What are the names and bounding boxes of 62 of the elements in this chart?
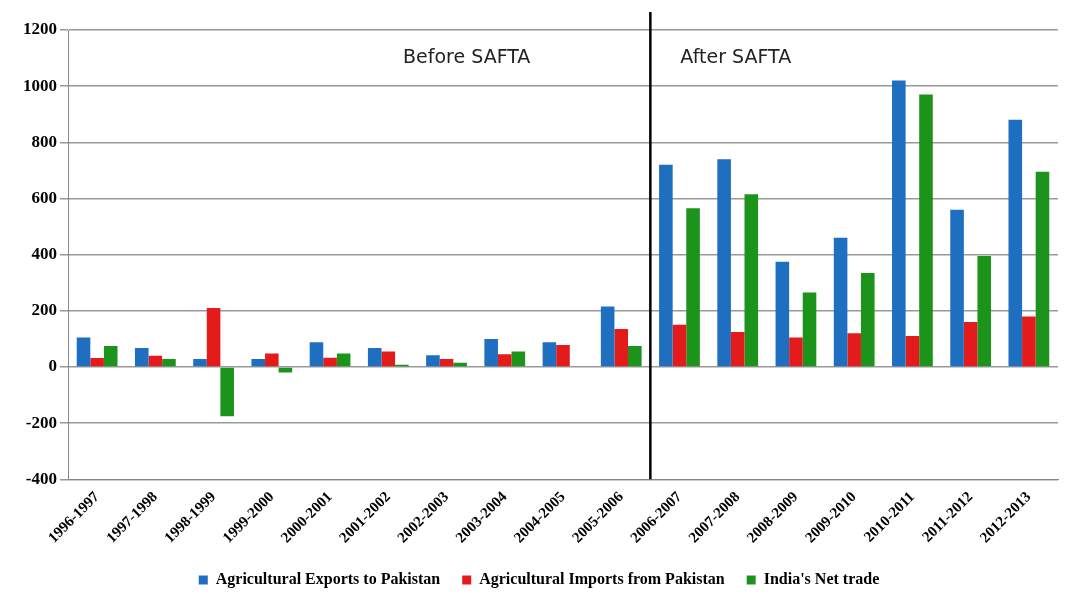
bar xyxy=(1008,119,1023,367)
bar xyxy=(860,272,875,367)
bar xyxy=(367,347,382,367)
bar xyxy=(789,337,803,367)
bar xyxy=(103,345,118,367)
y-tick-label: 1000 xyxy=(23,75,57,95)
legend-label: India's Net trade xyxy=(763,570,880,588)
bar xyxy=(802,292,817,367)
bar xyxy=(717,159,731,367)
y-tick-label: 600 xyxy=(31,187,57,207)
bar xyxy=(251,359,266,367)
bar xyxy=(336,353,351,367)
bar xyxy=(1022,316,1036,367)
y-tick-label: 1200 xyxy=(23,19,57,39)
bar xyxy=(614,329,629,367)
bar xyxy=(600,306,615,367)
bar xyxy=(847,333,861,367)
bar xyxy=(193,359,207,367)
bar xyxy=(628,345,642,367)
bar xyxy=(672,324,687,367)
bar xyxy=(206,308,221,367)
bar xyxy=(686,208,700,367)
y-tick-label: 200 xyxy=(31,300,57,320)
bar xyxy=(497,354,512,367)
bar xyxy=(309,342,324,367)
bar xyxy=(744,194,759,367)
y-tick-label: -200 xyxy=(25,412,57,432)
bar xyxy=(919,94,933,367)
bar xyxy=(323,357,337,367)
annotation: After SAFTA xyxy=(680,44,792,67)
bar xyxy=(439,359,454,367)
bar xyxy=(220,367,234,417)
bar xyxy=(1035,171,1050,367)
bar xyxy=(542,342,557,367)
bar xyxy=(426,355,440,367)
bar xyxy=(162,359,176,367)
bar xyxy=(278,367,293,373)
bar xyxy=(148,355,163,367)
bar xyxy=(833,237,848,367)
bar xyxy=(511,351,526,367)
legend-label: Agricultural Exports to Pakistan xyxy=(215,570,441,589)
bar xyxy=(977,256,992,367)
bar xyxy=(730,331,745,367)
bar xyxy=(484,338,498,367)
bar xyxy=(90,358,104,367)
bar xyxy=(905,336,920,367)
y-tick-label: 400 xyxy=(31,244,57,264)
bar xyxy=(950,209,964,367)
bar xyxy=(134,347,149,367)
bar xyxy=(963,322,978,367)
annotation: Before SAFTA xyxy=(403,44,531,67)
bar xyxy=(556,345,570,367)
bar xyxy=(892,80,906,367)
y-tick-label: -400 xyxy=(25,468,57,488)
bar xyxy=(265,353,279,367)
legend-label: Agricultural Imports from Pakistan xyxy=(479,570,725,589)
y-tick-label: 800 xyxy=(31,131,57,151)
bar xyxy=(659,164,673,367)
bar xyxy=(76,337,91,367)
bar xyxy=(381,351,396,367)
bar xyxy=(775,261,790,367)
y-tick-label: 0 xyxy=(48,356,57,376)
